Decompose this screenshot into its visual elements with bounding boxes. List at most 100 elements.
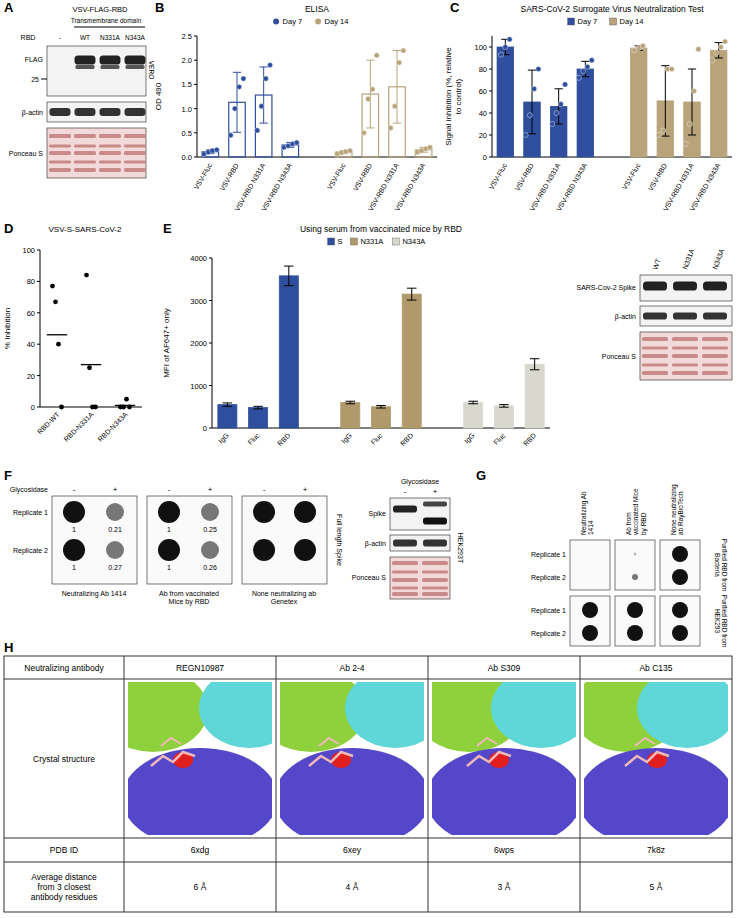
text-line: None neutralizing ab	[252, 590, 316, 598]
label: HEK293T	[457, 533, 464, 564]
point	[263, 76, 268, 81]
light-chain	[491, 682, 576, 748]
error-cap	[468, 401, 478, 402]
blot	[640, 306, 732, 326]
lane-label: WT	[651, 257, 662, 270]
point	[718, 44, 723, 49]
legend-label: Day 14	[325, 17, 349, 26]
bar	[249, 408, 268, 428]
table-cell: Average distancefrom 3 closestantibody r…	[31, 872, 98, 902]
bar	[279, 276, 298, 428]
band	[74, 168, 96, 172]
error-cap	[253, 406, 263, 407]
dot	[632, 574, 638, 580]
band	[124, 134, 146, 138]
panel-f: GlycosidaseReplicate 1Replicate 2-+10.21…	[10, 478, 464, 606]
quant-label: 0.27	[108, 564, 122, 571]
bar	[371, 407, 390, 428]
heavy-chain	[128, 682, 208, 752]
label: Spike	[368, 510, 386, 518]
point	[696, 47, 701, 52]
error-cap	[346, 401, 356, 402]
legend-label: Day 14	[620, 17, 644, 26]
marks	[218, 266, 544, 428]
column-header: Ab fromvaccinated Miceby RBD	[625, 488, 648, 535]
panel-letter: G	[476, 468, 486, 483]
legend-swatch	[328, 238, 335, 245]
point	[503, 44, 508, 49]
error-bar	[468, 401, 478, 404]
band	[392, 587, 418, 590]
label: +	[208, 485, 213, 494]
panel-e-blot: WTN331AN343ASARS-Cov-2 Spikeβ-actinPonce…	[576, 248, 732, 380]
rbd	[432, 748, 576, 835]
glycan	[477, 738, 497, 746]
band	[642, 347, 668, 350]
point	[84, 273, 89, 278]
error-bar	[260, 67, 268, 123]
dot	[63, 501, 85, 523]
error-cap	[661, 136, 669, 137]
light-chain	[199, 682, 272, 748]
dot	[294, 539, 316, 561]
bar	[464, 403, 483, 429]
text-line: 6xdg	[191, 845, 210, 855]
bar	[550, 106, 567, 157]
glycan	[635, 738, 655, 746]
structure	[432, 682, 576, 835]
error-cap	[407, 288, 417, 289]
quant-label: 0.25	[203, 526, 217, 533]
y-tick-label: 80	[479, 65, 487, 74]
point	[523, 132, 528, 137]
panel-letter: A	[4, 0, 14, 15]
col-line	[276, 656, 277, 912]
row-line	[4, 838, 732, 839]
band	[74, 145, 96, 148]
x-tick-label: VSV-RBD N343A	[393, 162, 426, 213]
y-tick-label: 4000	[190, 254, 207, 263]
band	[74, 151, 96, 155]
panel-letter: F	[4, 468, 12, 483]
point	[550, 121, 555, 126]
x-tick-label: VSV-RBD	[647, 162, 668, 192]
error-bar	[284, 266, 294, 286]
error-bar	[581, 61, 589, 76]
chart: SARS-CoV-2 Surrogate Virus Neutralizatio…	[444, 4, 732, 212]
band	[703, 313, 727, 320]
light-chain	[345, 682, 424, 748]
legend-item: Day 7	[273, 17, 302, 26]
legend-label: S	[338, 237, 343, 246]
y-tick	[209, 300, 212, 301]
point	[661, 128, 666, 133]
column-header: Neutralizing Ab1414	[580, 491, 594, 535]
panel-letter: D	[4, 221, 13, 236]
band	[124, 151, 146, 155]
dot-blot	[570, 596, 610, 646]
y-tick	[489, 69, 492, 70]
error-cap	[284, 266, 294, 267]
point	[554, 110, 559, 115]
x-tick-label: RBD-N331A	[63, 411, 95, 443]
point	[714, 50, 719, 55]
lane-label: WT	[80, 34, 90, 41]
error-cap	[715, 58, 723, 59]
y-tick-label: 20	[479, 131, 487, 140]
label: Purified RBD fromBacteria	[714, 539, 728, 591]
point	[669, 66, 674, 71]
text-line: 4 Å	[346, 882, 359, 892]
y-tick	[37, 281, 40, 282]
error-cap	[468, 403, 478, 404]
band	[672, 364, 698, 367]
point	[294, 140, 299, 145]
quant-label: 0.21	[108, 526, 122, 533]
band	[672, 354, 698, 358]
band	[673, 282, 697, 291]
band	[702, 354, 728, 358]
bar	[494, 406, 513, 428]
band	[75, 108, 96, 116]
rbd	[280, 748, 424, 835]
point	[656, 132, 661, 137]
label: Ponceau S	[9, 150, 44, 157]
lane-label: N331A	[681, 248, 695, 271]
x-tick-label: IgG	[463, 432, 477, 446]
